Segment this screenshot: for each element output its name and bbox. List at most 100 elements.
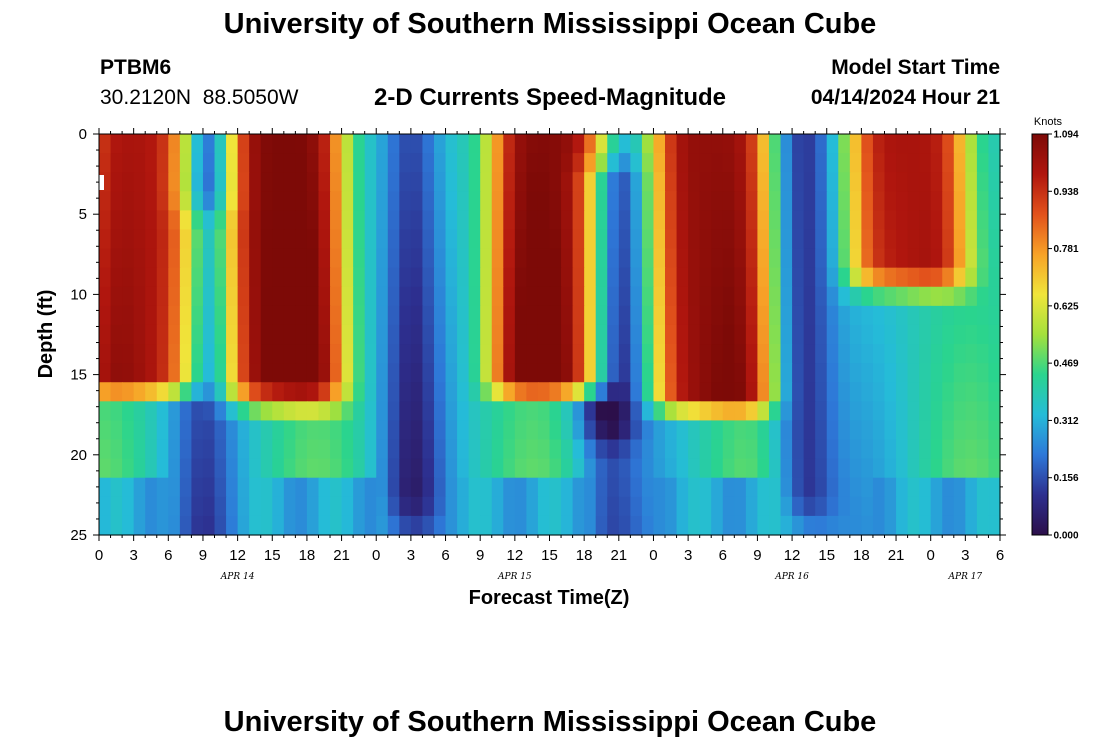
heat-cell: [145, 229, 158, 250]
heat-cell: [156, 515, 169, 536]
heat-cell: [156, 496, 169, 517]
heat-cell: [364, 210, 377, 231]
heat-cell: [745, 172, 759, 192]
heat-cell: [676, 496, 689, 517]
heat-cell: [838, 401, 851, 422]
heat-cell: [618, 324, 631, 345]
heat-cell: [734, 229, 747, 250]
heat-cell: [260, 496, 273, 517]
heat-cell: [445, 515, 458, 536]
heat-cell: [110, 515, 123, 536]
heat-cell: [630, 496, 643, 517]
heat-cell: [976, 363, 990, 383]
heat-cell: [584, 401, 597, 422]
heat-cell: [976, 515, 990, 536]
heat-cell: [618, 191, 631, 211]
heat-cell: [318, 229, 331, 250]
heat-cell: [202, 477, 216, 498]
heat-cell: [688, 267, 701, 288]
heat-cell: [734, 267, 747, 288]
heat-cell: [607, 477, 620, 498]
heat-cell: [237, 515, 250, 536]
heat-cell: [653, 439, 666, 460]
heat-cell: [410, 248, 424, 269]
heat-cell: [295, 363, 308, 383]
colorbar-tick-label: 0.000: [1053, 531, 1078, 542]
heat-cell: [896, 210, 909, 231]
heat-cell: [503, 515, 516, 536]
heat-cell: [330, 344, 343, 364]
heat-cell: [480, 401, 493, 422]
heat-cell: [457, 477, 470, 498]
heat-cell: [283, 401, 296, 422]
heat-cell: [618, 267, 631, 288]
heat-cell: [745, 515, 759, 536]
heat-cell: [445, 286, 458, 307]
heat-cell: [387, 172, 400, 192]
heat-cell: [237, 363, 250, 383]
heat-cell: [688, 382, 701, 402]
heat-cell: [734, 344, 747, 364]
heat-cell: [849, 420, 862, 441]
heat-cell: [618, 153, 631, 173]
heat-cell: [942, 439, 955, 460]
heat-cell: [641, 248, 655, 269]
heat-cell: [191, 382, 204, 402]
heat-cell: [618, 344, 631, 364]
heat-cell: [272, 401, 285, 422]
heat-cell: [792, 439, 805, 460]
heat-cell: [526, 477, 539, 498]
heat-cell: [768, 248, 782, 269]
heat-cell: [572, 229, 585, 250]
heat-cell: [422, 210, 435, 231]
heat-cell: [896, 172, 909, 192]
heat-cell: [410, 477, 424, 498]
heat-cell: [272, 439, 285, 460]
heat-cell: [965, 305, 978, 326]
heat-cell: [734, 420, 747, 441]
heat-cell: [988, 229, 1001, 250]
heat-cell: [919, 305, 932, 326]
heat-cell: [896, 477, 909, 498]
heat-cell: [110, 458, 123, 479]
heat-cell: [826, 382, 839, 402]
heat-cell: [318, 210, 331, 231]
heat-cell: [318, 477, 331, 498]
heat-cell: [179, 191, 193, 211]
heat-cell: [480, 439, 493, 460]
heat-cell: [526, 515, 539, 536]
heat-cell: [665, 267, 678, 288]
heat-cell: [457, 134, 470, 154]
heat-cell: [226, 267, 239, 288]
heat-cell: [399, 134, 412, 154]
heat-cell: [145, 401, 158, 422]
heat-cell: [630, 515, 643, 536]
heat-cell: [711, 134, 724, 154]
heat-cell: [953, 382, 966, 402]
heat-cell: [930, 363, 943, 383]
heat-cell: [110, 477, 123, 498]
heat-cell: [480, 191, 493, 211]
heat-cell: [630, 305, 643, 326]
heat-cell: [838, 477, 851, 498]
heat-cell: [341, 515, 354, 536]
heat-cell: [838, 496, 851, 517]
heat-cell: [226, 191, 239, 211]
heat-cell: [665, 153, 678, 173]
heat-cell: [168, 401, 181, 422]
heat-cell: [99, 515, 112, 536]
heat-cell: [295, 477, 308, 498]
heat-cell: [630, 439, 643, 460]
heat-cell: [849, 286, 862, 307]
heat-cell: [942, 210, 955, 231]
heat-cell: [757, 191, 770, 211]
heat-cell: [387, 420, 400, 441]
heat-cell: [214, 153, 227, 173]
heat-cell: [595, 248, 608, 269]
heat-cell: [122, 229, 135, 250]
heat-cell: [364, 305, 377, 326]
heat-cell: [953, 496, 966, 517]
heat-cell: [99, 344, 112, 364]
heat-cell: [191, 172, 204, 192]
heat-cell: [734, 439, 747, 460]
